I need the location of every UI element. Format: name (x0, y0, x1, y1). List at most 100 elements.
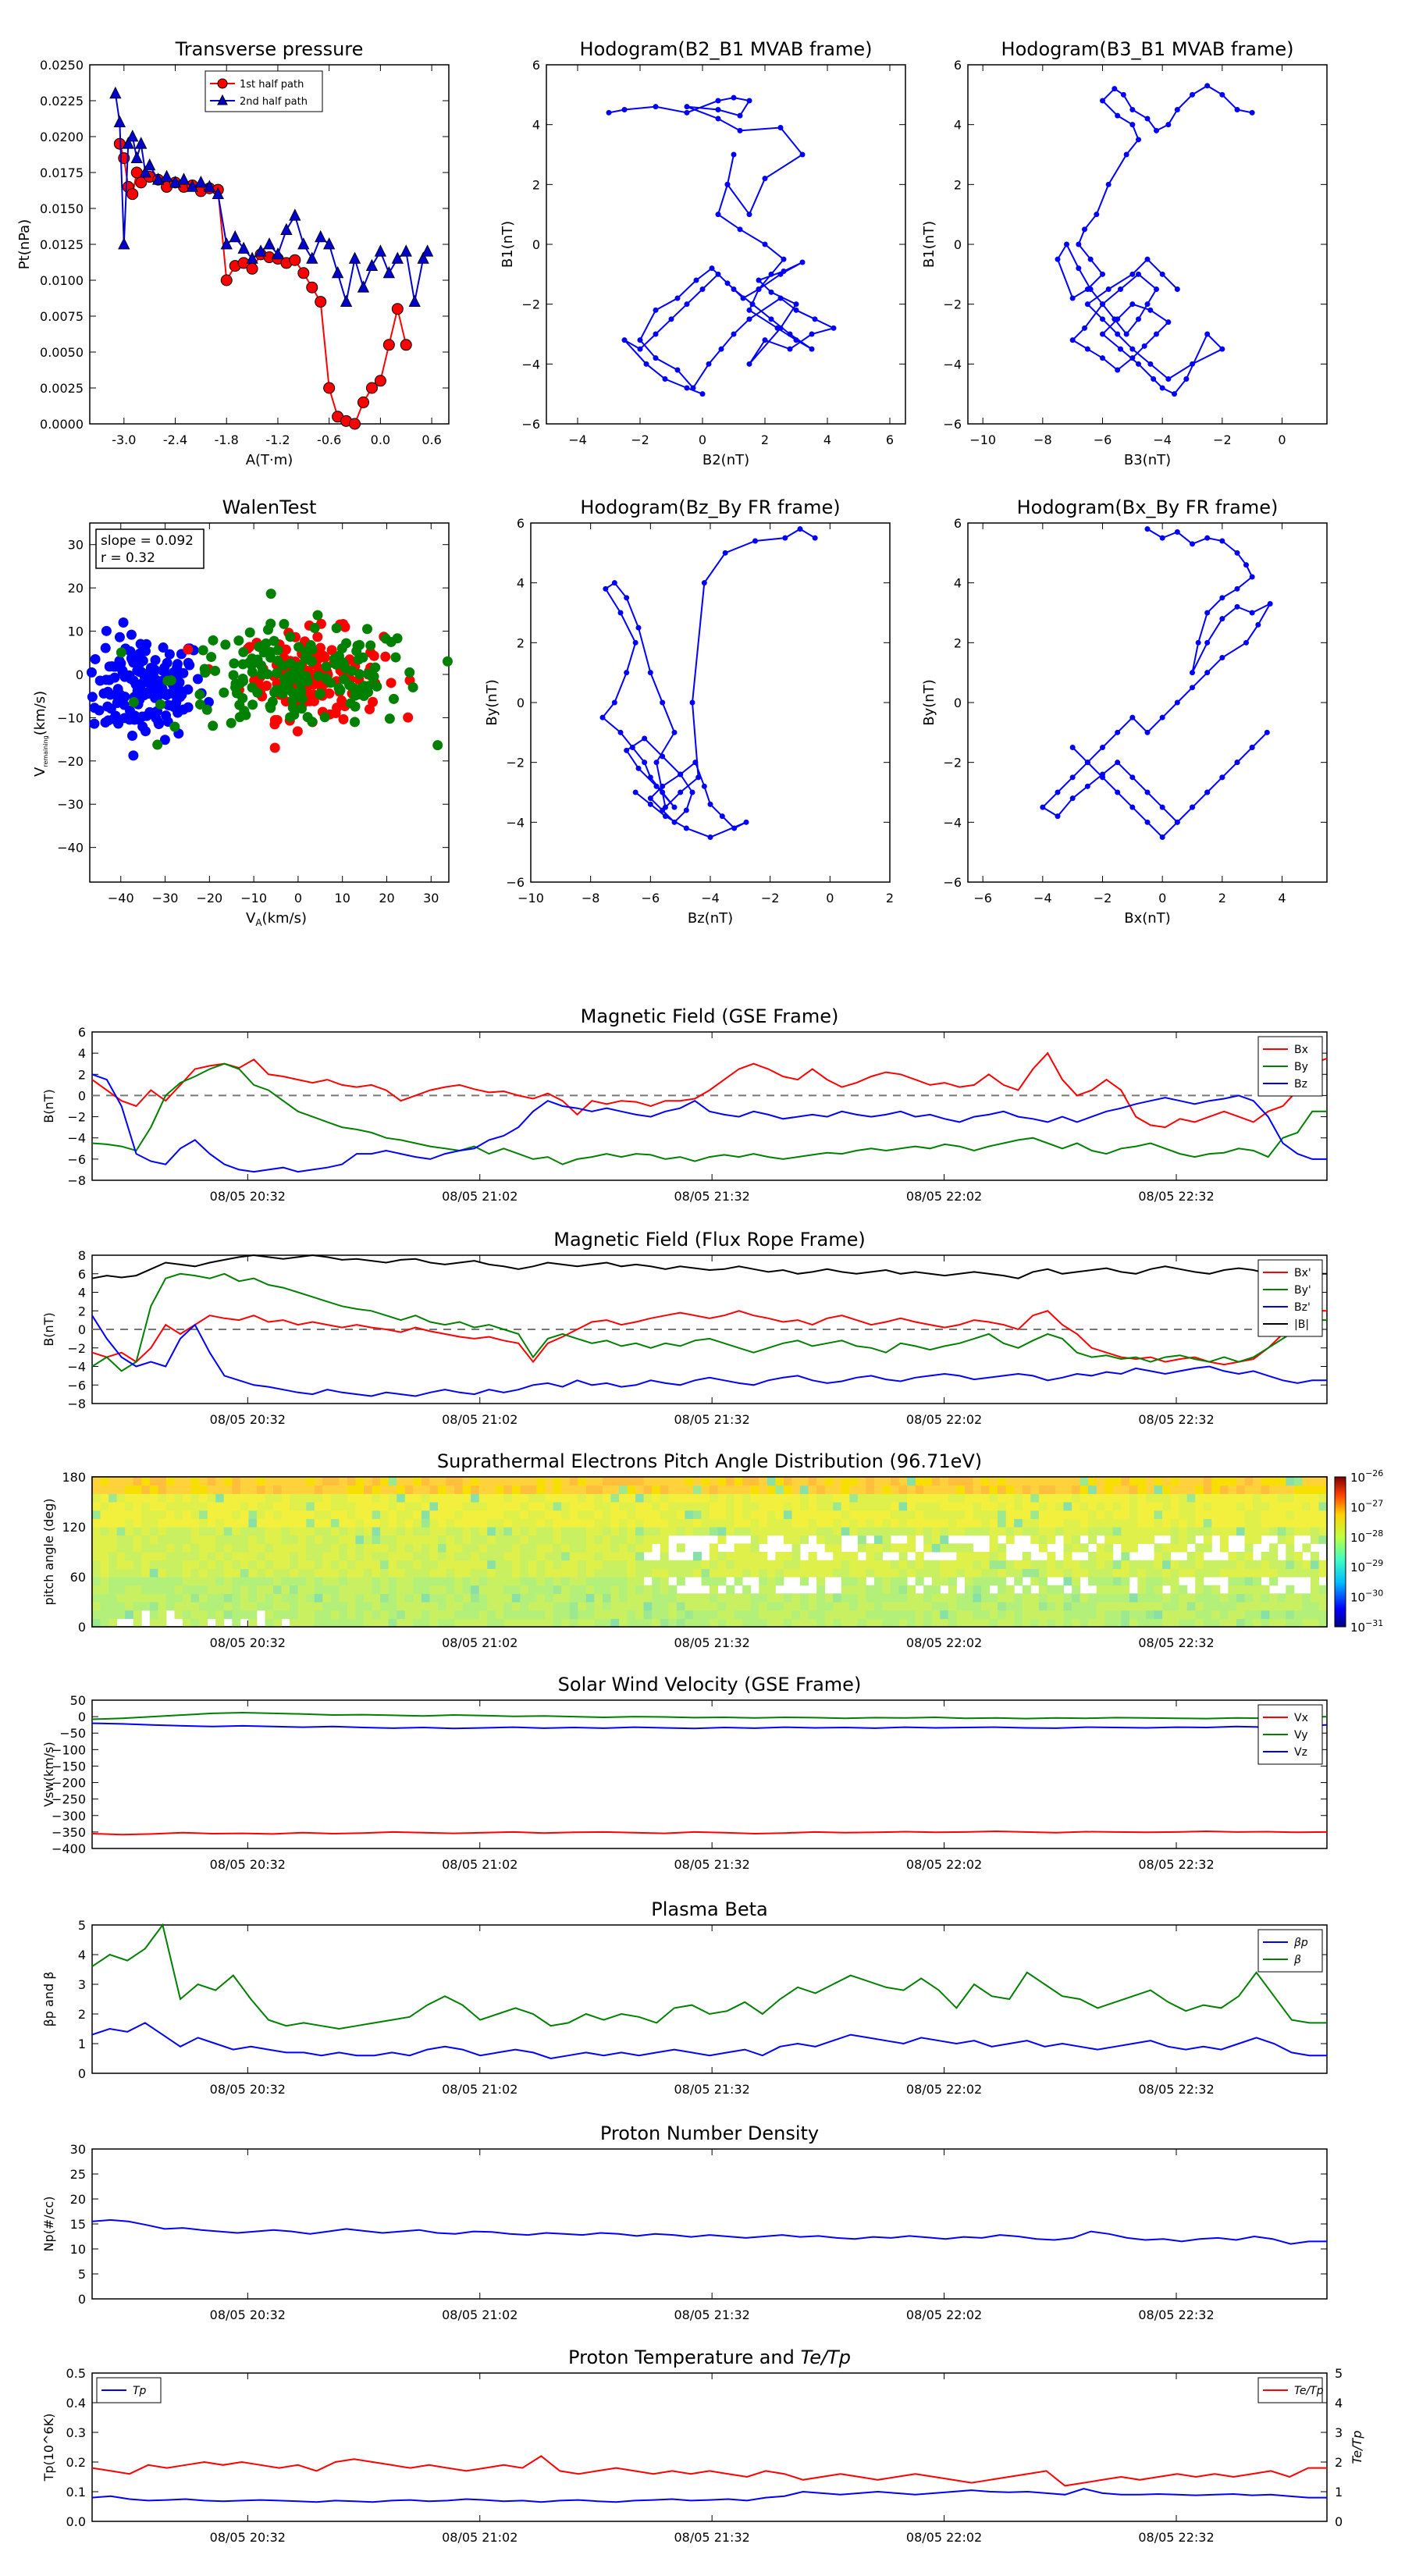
pad-cell (256, 1577, 265, 1586)
pad-cell (462, 1477, 471, 1486)
pad-cell (232, 1602, 241, 1611)
pad-cell (322, 1543, 332, 1553)
pad-cell (578, 1543, 587, 1553)
pt-panel: Transverse pressure-3.0 -2.4 -1.8 -1.2 -0.6 0… (16, 38, 450, 468)
pad-cell (915, 1610, 924, 1619)
pt-marker-triangle (263, 237, 276, 250)
h4-marker-dot (1204, 639, 1211, 646)
pad-cell (652, 1535, 661, 1544)
pad-cell (190, 1602, 200, 1611)
walen-point-s0 (118, 617, 129, 628)
walen-point-s0 (119, 671, 130, 682)
pad-cell (1072, 1602, 1081, 1611)
pad-cell (1269, 1568, 1279, 1578)
pad-cell (1293, 1502, 1303, 1511)
pad-cell (223, 1610, 233, 1619)
pad-cell (1195, 1485, 1204, 1494)
pad-cell (1112, 1527, 1122, 1536)
mag_fr-ytick-label: 6 (78, 1267, 86, 1282)
pad-cell (668, 1510, 678, 1519)
pad-cell (1038, 1535, 1048, 1544)
pt-marker-triangle (135, 137, 148, 149)
pad-cell (1055, 1477, 1064, 1486)
pad-cell (775, 1618, 784, 1628)
pad-cell (800, 1602, 809, 1611)
pad-cell (1104, 1477, 1114, 1486)
h3-marker-dot (660, 807, 666, 813)
pt-marker-circle (349, 418, 361, 430)
pad-cell (545, 1552, 554, 1561)
pad-cell (1162, 1618, 1172, 1628)
pad-heatmap-cells (92, 1477, 1328, 1628)
pad-cell (240, 1568, 249, 1578)
h2-ytick-label: −4 (943, 357, 962, 372)
pad-cell (478, 1543, 488, 1553)
pad-cell (306, 1585, 315, 1594)
pad-colorbar-label: 10−29 (1350, 1558, 1383, 1574)
pad-cell (998, 1593, 1007, 1603)
pad-cell (692, 1618, 702, 1628)
pad-cell (256, 1552, 265, 1561)
pt-marker-circle (323, 382, 336, 394)
pad-cell (281, 1518, 290, 1528)
pad-cell (676, 1502, 685, 1511)
pad-cell (569, 1510, 578, 1519)
pad-cell (330, 1535, 340, 1544)
walen-point-s0 (158, 642, 169, 653)
h2-marker-dot (1129, 346, 1136, 352)
pad-cell (767, 1585, 776, 1594)
pad-cell (775, 1568, 784, 1578)
pad-cell (775, 1602, 784, 1611)
pad-cell (190, 1560, 200, 1569)
pad-cell (627, 1577, 636, 1586)
h3-marker-dot (683, 825, 689, 831)
pad-cell (1219, 1518, 1229, 1528)
pad-cell (857, 1543, 866, 1553)
h1-marker-dot (653, 104, 659, 110)
pad-cell (619, 1502, 628, 1511)
pad-cell (1211, 1477, 1221, 1486)
walen-xtick-label: −20 (196, 891, 222, 906)
pad-cell (940, 1518, 949, 1528)
pad-cell (1072, 1618, 1081, 1628)
pad-cell (767, 1527, 776, 1536)
walen-point-s2 (272, 667, 283, 678)
pad-cell (1055, 1585, 1064, 1594)
pad-cell (882, 1577, 891, 1586)
pad-cell (322, 1618, 332, 1628)
pad-cell (528, 1493, 537, 1503)
pad-cell (1038, 1593, 1048, 1603)
pad-cell (232, 1585, 241, 1594)
pad-cell (1236, 1493, 1245, 1503)
pad-cell (717, 1560, 727, 1569)
pad-cell (627, 1493, 636, 1503)
pad-cell (882, 1568, 891, 1578)
pad-cell (1112, 1593, 1122, 1603)
pad-cell (528, 1485, 537, 1494)
pad-cell (931, 1577, 941, 1586)
h2-xtick-label: −8 (1033, 432, 1052, 447)
walen-xtick-label: 0 (294, 891, 302, 906)
pad-cell (429, 1477, 439, 1486)
pad-cell (232, 1568, 241, 1578)
pad-cell (223, 1568, 233, 1578)
h3-ytick-label: −6 (506, 875, 525, 890)
pad-cell (635, 1485, 645, 1494)
pad-cell (915, 1602, 924, 1611)
np-xtick-label: 08/05 22:32 (1138, 2307, 1214, 2322)
pad-cell (750, 1560, 759, 1569)
h2-marker-dot (1115, 112, 1121, 119)
pt-marker-circle (289, 254, 301, 266)
h1-marker-dot (809, 346, 815, 352)
h2-marker-dot (1094, 212, 1100, 218)
pad-cell (692, 1502, 702, 1511)
pad-cell (520, 1527, 529, 1536)
pad-cell (710, 1568, 718, 1578)
pad-cell (438, 1560, 446, 1569)
pad-cell (478, 1618, 488, 1628)
pad-cell (133, 1543, 142, 1553)
pad-cell (1154, 1543, 1163, 1553)
pad-cell (256, 1493, 265, 1503)
pad-cell (413, 1485, 422, 1494)
pad-cell (1047, 1502, 1056, 1511)
